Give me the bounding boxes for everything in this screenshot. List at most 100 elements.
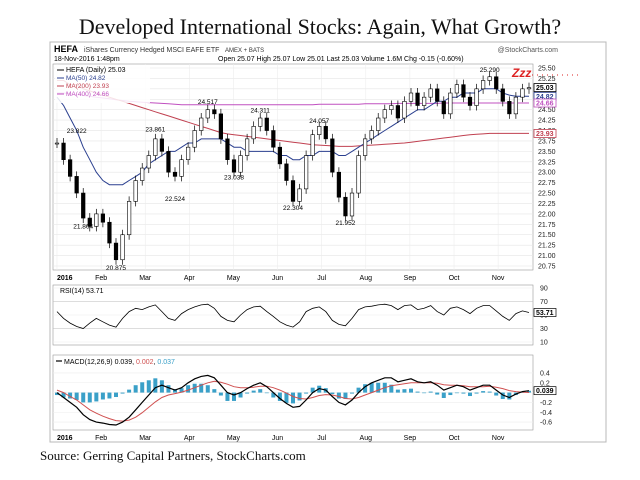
macd-hist-bar <box>402 389 407 393</box>
macd-line <box>56 374 530 426</box>
price-annotation: 22.524 <box>165 196 185 203</box>
price-bar <box>349 192 355 217</box>
macd-hist-bar <box>330 392 335 395</box>
macd-label: MACD(12,26,9) 0.039, 0.002, 0.037 <box>64 359 175 366</box>
hist-value: 0.037 <box>157 359 175 366</box>
rsi-last-value: 53.71 <box>536 310 554 317</box>
price-annotation: 21.864 <box>73 224 93 231</box>
price-bar <box>100 213 105 223</box>
month-label: Jul <box>317 435 326 442</box>
price-annotation: 23.822 <box>67 128 87 135</box>
macd-hist-bar <box>245 392 250 394</box>
price-bar <box>94 213 99 227</box>
price-bar <box>205 109 210 119</box>
macd-hist-bar <box>55 392 59 396</box>
price-bar <box>251 126 256 140</box>
price-bar <box>435 88 440 102</box>
price-bar <box>428 88 433 98</box>
macd-value: 0.039 <box>115 359 133 366</box>
macd-hist-bar <box>336 392 341 399</box>
rsi-tick-label: 10 <box>540 340 548 347</box>
month-label: Aug <box>360 435 373 442</box>
macd-hist-bar <box>376 382 381 393</box>
month-label: Apr <box>184 275 196 282</box>
rsi-grid <box>53 287 533 343</box>
price-bar <box>127 201 132 236</box>
month-label: Oct <box>449 435 460 442</box>
month-label: Nov <box>492 275 505 282</box>
macd-hist-bar <box>284 392 289 403</box>
macd-hist-bar <box>127 389 132 393</box>
chart-title: Developed International Stocks: Again, W… <box>78 14 562 39</box>
macd-hist-bar <box>166 385 171 393</box>
macd-hist-bar <box>304 392 309 394</box>
legend-ma200: MA(200) 23.93 <box>66 83 109 90</box>
macd-hist-bar <box>350 392 354 394</box>
macd-hist-bar <box>409 388 413 393</box>
macd-hist-bar <box>415 391 420 393</box>
rsi-y-axis: 907050301053.71 <box>533 286 557 347</box>
macd-hist-bar <box>297 392 302 401</box>
month-label: Sep <box>404 435 417 442</box>
price-bar <box>382 109 387 119</box>
price-tick-label: 23.00 <box>538 170 556 177</box>
macd-hist-bar <box>422 392 427 394</box>
month-label: Jun <box>272 435 283 442</box>
macd-hist-bar <box>428 391 433 393</box>
price-bar <box>441 101 446 115</box>
price-bar <box>81 192 86 219</box>
price-bar <box>264 117 269 131</box>
macd-hist-bar <box>264 392 269 394</box>
price-bar <box>467 96 473 106</box>
price-bar <box>330 138 335 173</box>
macd-hist-bar <box>153 378 158 393</box>
price-bar <box>507 101 512 115</box>
macd-hist-bar <box>61 392 66 398</box>
macd-y-axis: 0.40.20.0-0.2-0.4-0.60.039 <box>533 370 557 427</box>
rsi-tick-label: 70 <box>540 299 548 306</box>
price-annotation: 21.952 <box>335 220 355 227</box>
price-tick-label: 24.50 <box>538 107 556 114</box>
brand-label: @StockCharts.com <box>498 47 559 54</box>
price-bar <box>513 96 518 115</box>
price-bar <box>61 142 66 161</box>
price-bar <box>74 176 79 194</box>
price-bar <box>133 180 138 202</box>
macd-hist-bar <box>310 387 315 393</box>
macd-hist-bar <box>369 382 374 393</box>
macd-hist-bar <box>205 385 210 393</box>
price-bar <box>225 138 230 161</box>
month-axis-top: 2016 Feb Mar Apr May Jun Jul Aug Sep Oct Nov <box>57 275 505 282</box>
price-bar <box>376 117 381 131</box>
price-annotations: 23.822 21.864 20.875 23.861 24.517 22.524 23.0… <box>67 67 500 272</box>
macd-hist-bar <box>120 392 125 394</box>
macd-sep2: , <box>154 359 158 366</box>
price-bar <box>415 92 420 106</box>
price-bar <box>113 242 119 261</box>
macd-hist-bar <box>94 392 99 402</box>
price-legend: HEFA (Daily) 25.03 MA(50) 24.82 MA(200) … <box>55 65 150 103</box>
macd-hist-bar <box>186 385 191 393</box>
macd-hist-bar <box>481 391 486 393</box>
macd-last-box <box>533 386 557 396</box>
price-bar <box>258 117 263 127</box>
price-tag-box <box>533 129 557 138</box>
month-axis-bottom: 2016 Feb Mar Apr May Jun Jul Aug Sep Oct Nov <box>57 435 505 442</box>
macd-hist-bar <box>441 392 446 398</box>
month-label: Mar <box>139 275 152 282</box>
macd-hist-bar <box>107 392 112 399</box>
rsi-tick-label: 30 <box>540 326 548 333</box>
month-label: Nov <box>492 435 505 442</box>
price-tag-label: 24.66 <box>536 101 554 108</box>
price-tag-label: 25.03 <box>536 85 554 92</box>
price-bar <box>186 146 191 161</box>
price-annotation: 23.861 <box>145 126 165 133</box>
macd-hist-bar <box>389 384 394 393</box>
price-bar <box>310 134 315 156</box>
price-bar <box>212 109 217 115</box>
price-annotation: 20.875 <box>106 265 126 272</box>
price-bar <box>402 101 407 119</box>
price-bar <box>343 196 348 217</box>
